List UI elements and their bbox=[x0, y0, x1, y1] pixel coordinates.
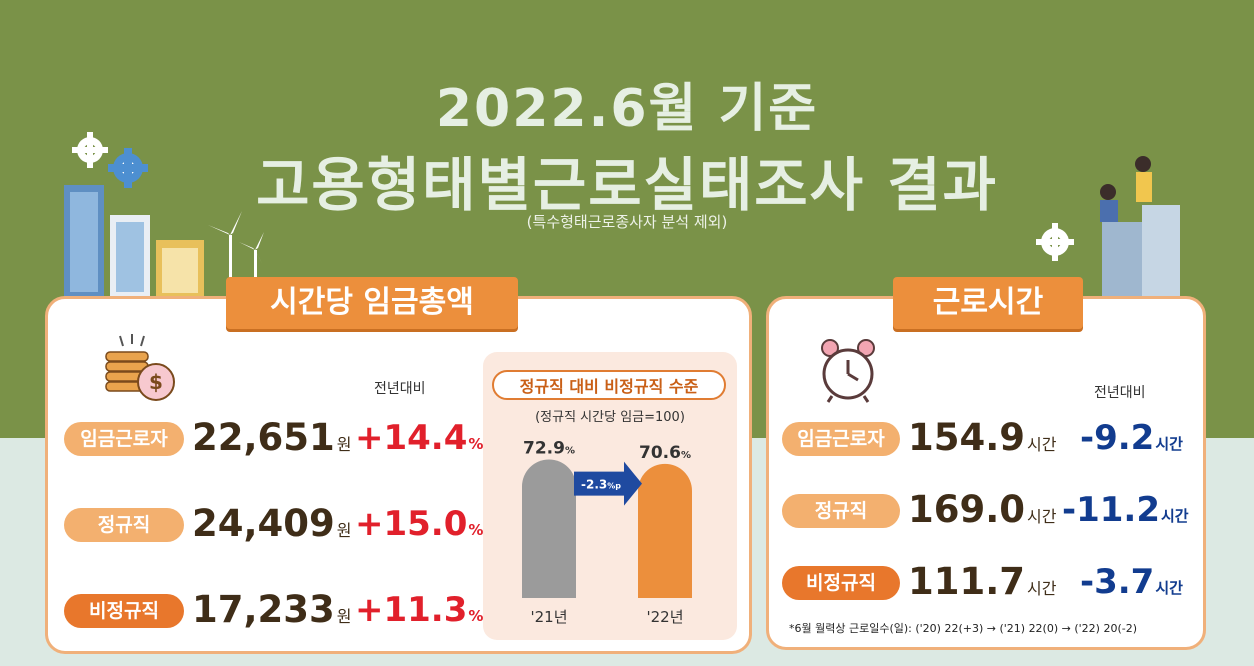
hours-change-regular: -11.2시간 bbox=[1062, 490, 1189, 530]
wage-section-title: 시간당 임금총액 bbox=[226, 277, 518, 329]
chart-title: 정규직 대비 비정규직 수준 bbox=[492, 370, 726, 400]
gear-icon bbox=[72, 132, 108, 168]
wind-turbine-icon bbox=[208, 211, 242, 300]
chart-category-label-1: '22년 bbox=[646, 608, 683, 626]
hours-change-nonregular: -3.7시간 bbox=[1080, 562, 1183, 602]
title-line-2: 고용형태별근로실태조사 결과 bbox=[256, 151, 998, 219]
gear-icon bbox=[1036, 223, 1074, 261]
wage-value-regular: 24,409 원 bbox=[192, 502, 352, 545]
hours-label-regular: 정규직 bbox=[782, 494, 900, 528]
coin-stack-icon: $ bbox=[105, 334, 175, 401]
hours-label-all: 임금근로자 bbox=[782, 422, 900, 456]
wage-change-all: +14.4% bbox=[355, 418, 484, 458]
svg-text:$: $ bbox=[149, 370, 163, 394]
wind-turbine-icon bbox=[239, 232, 264, 300]
hours-section-title: 근로시간 bbox=[893, 277, 1083, 329]
gear-icon bbox=[108, 148, 148, 188]
hours-footnote: *6월 월력상 근로일수(일): ('20) 22(+3) → ('21) 22… bbox=[789, 622, 1138, 635]
chart-note: (정규직 시간당 임금=100) bbox=[535, 410, 685, 425]
chart-bar-0 bbox=[522, 459, 576, 598]
wage-label-regular: 정규직 bbox=[64, 508, 184, 542]
chart-value-label-0: 72.9% bbox=[523, 438, 575, 458]
ratio-chart: 72.9% '21년 70.6% '22년 -2.3%p bbox=[522, 438, 692, 626]
hours-value-regular: 169.0 시간 bbox=[908, 488, 1057, 531]
wage-label-all: 임금근로자 bbox=[64, 422, 184, 456]
chart-category-label-0: '21년 bbox=[530, 608, 567, 626]
chart-bar-1 bbox=[638, 463, 692, 598]
hours-label-nonregular: 비정규직 bbox=[782, 566, 900, 600]
chart-value-label-1: 70.6% bbox=[639, 443, 691, 463]
wage-value-nonregular: 17,233 원 bbox=[192, 588, 352, 631]
hours-change-all: -9.2시간 bbox=[1080, 418, 1183, 458]
wage-change-nonregular: +11.3% bbox=[355, 590, 484, 630]
title-line-1: 2022.6월 기준 bbox=[435, 79, 819, 139]
city-buildings-icon bbox=[64, 132, 264, 300]
subtitle: (특수형태근로종사자 분석 제외) bbox=[526, 213, 728, 231]
wage-value-all: 22,651 원 bbox=[192, 416, 352, 459]
people-illustration-icon bbox=[1036, 156, 1180, 300]
hours-value-all: 154.9 시간 bbox=[908, 416, 1057, 459]
hours-compare-label: 전년대비 bbox=[1094, 385, 1146, 401]
chart-change-arrow bbox=[574, 461, 642, 506]
hours-value-nonregular: 111.7 시간 bbox=[908, 560, 1057, 603]
alarm-clock-icon bbox=[821, 339, 875, 403]
wage-label-nonregular: 비정규직 bbox=[64, 594, 184, 628]
wage-change-regular: +15.0% bbox=[355, 504, 484, 544]
wage-compare-label: 전년대비 bbox=[374, 381, 426, 397]
chart-change-label: -2.3%p bbox=[581, 478, 621, 492]
